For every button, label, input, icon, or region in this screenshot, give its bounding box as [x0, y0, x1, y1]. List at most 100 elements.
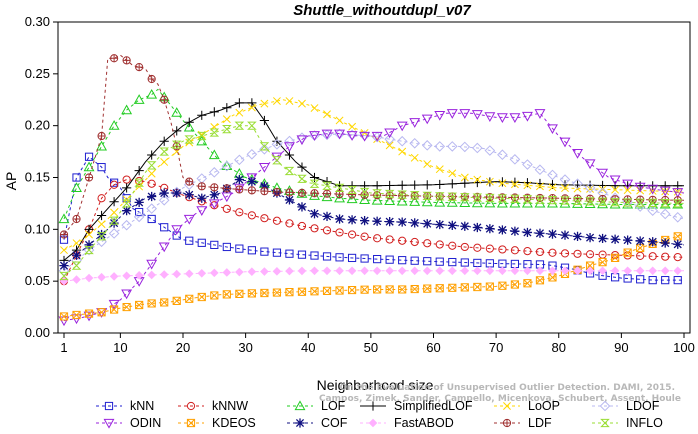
data-point [147, 150, 157, 160]
data-point [460, 242, 469, 252]
data-point [659, 208, 671, 220]
legend-item-SimplifiedLOF: SimplifiedLOF [360, 399, 473, 413]
data-point [384, 128, 396, 139]
data-point [59, 230, 69, 239]
data-point [409, 191, 420, 200]
data-point [472, 142, 483, 154]
data-point [96, 232, 107, 241]
data-point [597, 197, 608, 206]
data-point [372, 266, 382, 276]
data-point [134, 178, 144, 187]
data-point [435, 284, 444, 293]
data-point [623, 248, 632, 257]
data-point [572, 178, 583, 190]
data-point [309, 209, 320, 219]
data-point [472, 193, 483, 202]
data-point [310, 189, 319, 198]
data-point [385, 217, 395, 227]
chart-title: Shuttle_withoutdupl_v07 [293, 2, 471, 19]
data-point [460, 283, 469, 292]
data-point [572, 149, 583, 159]
data-point [347, 253, 357, 263]
data-point [597, 168, 609, 179]
legend-marker [368, 418, 378, 428]
series-KDEOS [59, 232, 685, 321]
data-point [334, 214, 345, 224]
data-point [147, 299, 156, 308]
data-point [473, 243, 482, 252]
data-point [122, 56, 131, 65]
data-point [660, 199, 671, 208]
data-point [372, 181, 382, 191]
data-point [309, 131, 320, 141]
data-point [335, 266, 344, 276]
data-point [221, 160, 233, 172]
legend-label: LoOP [528, 399, 560, 413]
data-point [160, 223, 169, 232]
data-point [85, 230, 94, 239]
data-point [297, 266, 307, 276]
data-point [497, 177, 507, 187]
data-point [484, 112, 496, 122]
data-point [296, 135, 308, 146]
data-point [147, 191, 157, 202]
data-point [59, 261, 69, 271]
data-point [547, 195, 558, 205]
data-point [272, 187, 282, 197]
data-point [110, 305, 119, 314]
legend-item-kNNW: kNNW [178, 399, 248, 413]
data-point [373, 255, 382, 264]
data-point [322, 211, 332, 221]
data-point [522, 159, 533, 170]
series-ODIN [58, 109, 685, 327]
data-point [222, 115, 231, 124]
data-point [422, 219, 432, 229]
data-point [447, 220, 457, 230]
data-point [347, 285, 357, 295]
data-point [635, 236, 645, 246]
data-point [71, 250, 82, 260]
data-point [535, 193, 545, 203]
data-point [310, 224, 319, 233]
data-point [385, 255, 394, 264]
data-point [547, 124, 558, 135]
data-point [272, 97, 281, 105]
data-point [585, 250, 595, 259]
data-point [585, 266, 595, 276]
data-point [611, 185, 620, 194]
data-point [585, 261, 595, 270]
data-point [122, 183, 132, 193]
data-point [359, 131, 371, 142]
data-point [523, 279, 532, 288]
data-point [196, 173, 208, 184]
data-point [71, 182, 82, 192]
data-point [84, 309, 94, 318]
data-point [222, 125, 232, 134]
data-point [584, 182, 596, 194]
data-point [97, 163, 106, 172]
data-point [622, 198, 633, 207]
data-point [84, 224, 94, 234]
data-point [460, 193, 470, 202]
data-point [398, 236, 407, 245]
data-point [334, 192, 346, 203]
data-point [310, 287, 319, 296]
data-point [260, 247, 269, 256]
data-point [647, 205, 658, 216]
data-point [485, 193, 495, 203]
data-point [210, 240, 219, 249]
data-point [297, 250, 307, 259]
data-point [435, 179, 445, 190]
data-point [285, 219, 294, 228]
data-point [672, 198, 684, 209]
data-point [523, 181, 532, 190]
data-point [208, 149, 220, 160]
data-point [585, 233, 595, 243]
data-point [222, 204, 231, 213]
data-point [235, 289, 244, 298]
data-point [234, 154, 245, 166]
y-tick-label: 0.25 [25, 66, 50, 81]
data-point [410, 237, 419, 247]
data-point [385, 285, 394, 294]
data-point [611, 253, 620, 262]
